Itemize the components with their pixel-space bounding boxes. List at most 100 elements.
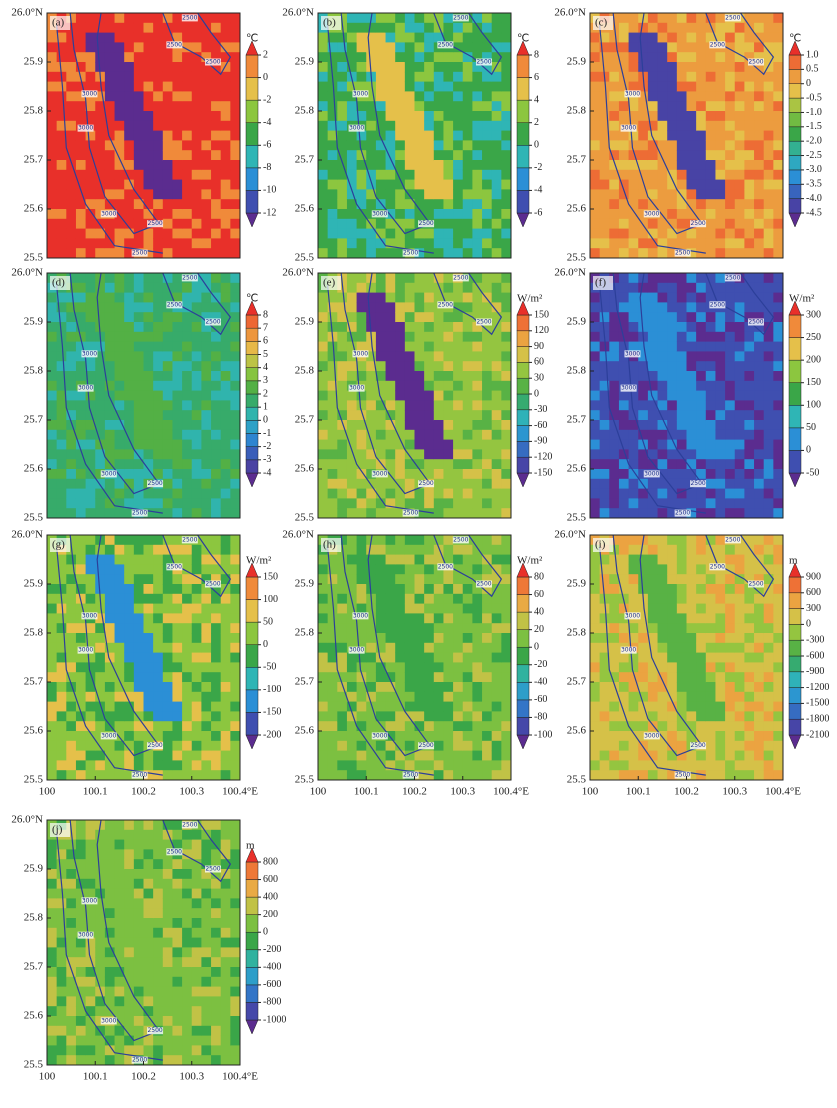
- field-cell: [124, 62, 135, 73]
- field-cell: [414, 371, 425, 382]
- field-cell: [590, 508, 601, 519]
- field-cell: [153, 642, 164, 654]
- field-cell: [754, 750, 765, 761]
- colorbar-label: -4.0: [806, 193, 822, 204]
- field-cell: [191, 469, 202, 480]
- field-cell: [404, 449, 415, 460]
- field-cell: [453, 140, 464, 151]
- contour-label: 3000: [349, 647, 364, 654]
- field-cell: [763, 32, 774, 43]
- field-cell: [491, 400, 502, 411]
- field-cell: [590, 721, 601, 732]
- field-cell: [95, 584, 106, 595]
- x-tick-label: 100.2: [131, 786, 156, 798]
- field-cell: [95, 721, 106, 732]
- field-cell: [114, 189, 125, 200]
- field-cell: [385, 701, 396, 712]
- field-cell: [404, 554, 415, 565]
- field-cell: [337, 140, 348, 151]
- field-cell: [491, 238, 502, 249]
- field-cell: [462, 711, 473, 722]
- field-cell: [346, 535, 358, 546]
- field-cell: [318, 770, 329, 781]
- contour-label-bg: [166, 563, 183, 571]
- field-cell: [356, 101, 367, 112]
- field-cell: [211, 478, 222, 490]
- field-cell: [172, 130, 183, 141]
- field-cell: [201, 282, 212, 294]
- field-cell: [385, 120, 396, 132]
- field-cell: [676, 22, 687, 34]
- field-cell: [618, 22, 630, 34]
- field-cell: [501, 633, 512, 644]
- field-cell: [754, 554, 765, 565]
- field-cell: [337, 554, 348, 565]
- field-cell: [424, 81, 435, 92]
- field-cell: [647, 179, 659, 190]
- field-cell: [385, 199, 396, 210]
- field-cell: [114, 691, 125, 703]
- field-cell: [346, 498, 358, 509]
- field-cell: [734, 574, 745, 585]
- field-cell: [191, 130, 202, 141]
- field-cell: [453, 721, 464, 732]
- field-cell: [744, 169, 755, 181]
- field-cell: [85, 701, 96, 712]
- field-cell: [599, 130, 610, 141]
- contour-label-bg: [371, 470, 388, 478]
- panel-label: (b): [323, 17, 336, 29]
- y-tick-label: 25.9: [567, 316, 587, 328]
- field-cell: [346, 731, 358, 742]
- field-cell: [462, 469, 473, 480]
- field-cell: [734, 760, 745, 771]
- field-cell: [462, 22, 473, 34]
- field-cell: [327, 554, 338, 565]
- field-cell: [85, 13, 96, 24]
- field-cell: [763, 120, 774, 132]
- field-cell: [744, 42, 755, 53]
- field-cell: [773, 111, 784, 122]
- field-cell: [618, 218, 630, 230]
- field-cell: [133, 331, 144, 343]
- contour-label-bg: [204, 318, 221, 326]
- field-cell: [715, 691, 726, 703]
- field-cell: [696, 341, 707, 352]
- field-cell: [395, 199, 406, 210]
- field-cell: [346, 140, 358, 151]
- field-cell: [647, 238, 659, 249]
- field-cell: [715, 292, 726, 303]
- field-cell: [95, 544, 106, 556]
- field-cell: [734, 691, 745, 703]
- field-cell: [676, 42, 687, 53]
- field-cell: [501, 420, 512, 431]
- field-cell: [404, 71, 415, 83]
- field-cell: [201, 593, 212, 605]
- field-cell: [705, 218, 716, 230]
- field-cell: [705, 469, 716, 480]
- field-cell: [104, 282, 116, 294]
- y-tick-label: 25.6: [24, 463, 44, 475]
- field-cell: [153, 42, 164, 53]
- field-cell: [491, 544, 502, 556]
- field-cell: [433, 91, 444, 102]
- field-cell: [318, 62, 329, 73]
- field-cell: [143, 140, 154, 151]
- field-cell: [705, 238, 716, 249]
- colorbar-bin: [245, 99, 259, 123]
- field-cell: [47, 701, 58, 712]
- field-cell: [763, 209, 774, 220]
- field-cell: [696, 71, 707, 83]
- contour-label: 2500: [710, 41, 725, 48]
- field-cell: [715, 248, 726, 259]
- field-cell: [482, 711, 493, 722]
- field-cell: [66, 273, 77, 284]
- colorbar-bin: [788, 169, 802, 185]
- field-cell: [66, 322, 77, 333]
- field-cell: [590, 292, 601, 303]
- field-cell: [599, 410, 610, 421]
- field-cell: [201, 71, 212, 83]
- field-cell: [404, 662, 415, 673]
- field-cell: [75, 111, 87, 122]
- field-cell: [705, 120, 716, 132]
- colorbar-label: 0: [263, 415, 268, 426]
